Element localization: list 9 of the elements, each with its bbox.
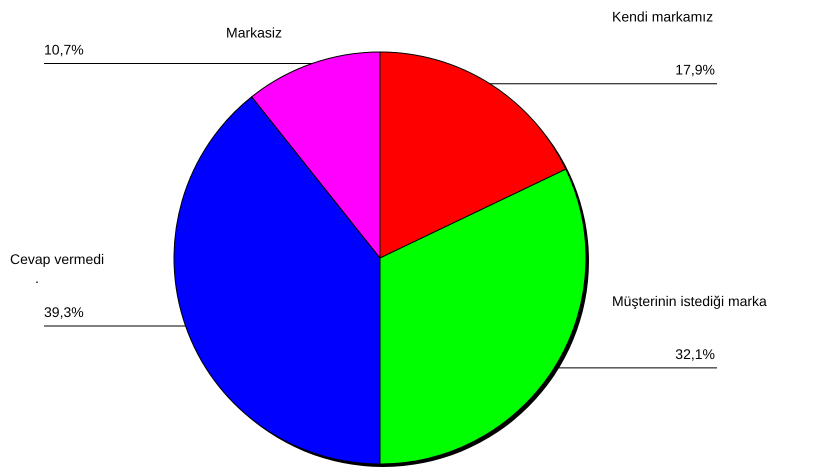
slice-label: Markasiz: [226, 24, 282, 41]
text: .: [35, 270, 39, 286]
data-label: 10,7%: [44, 42, 84, 58]
slice-label: Kendi markamız: [612, 8, 714, 25]
data-label: 17,9%: [675, 62, 715, 78]
slice-label: Cevap vermedi: [10, 250, 104, 267]
data-label: 32,1%: [675, 346, 715, 362]
slice-label: Müşterinin istediği marka: [612, 292, 768, 309]
data-label: 39,3%: [44, 304, 84, 320]
